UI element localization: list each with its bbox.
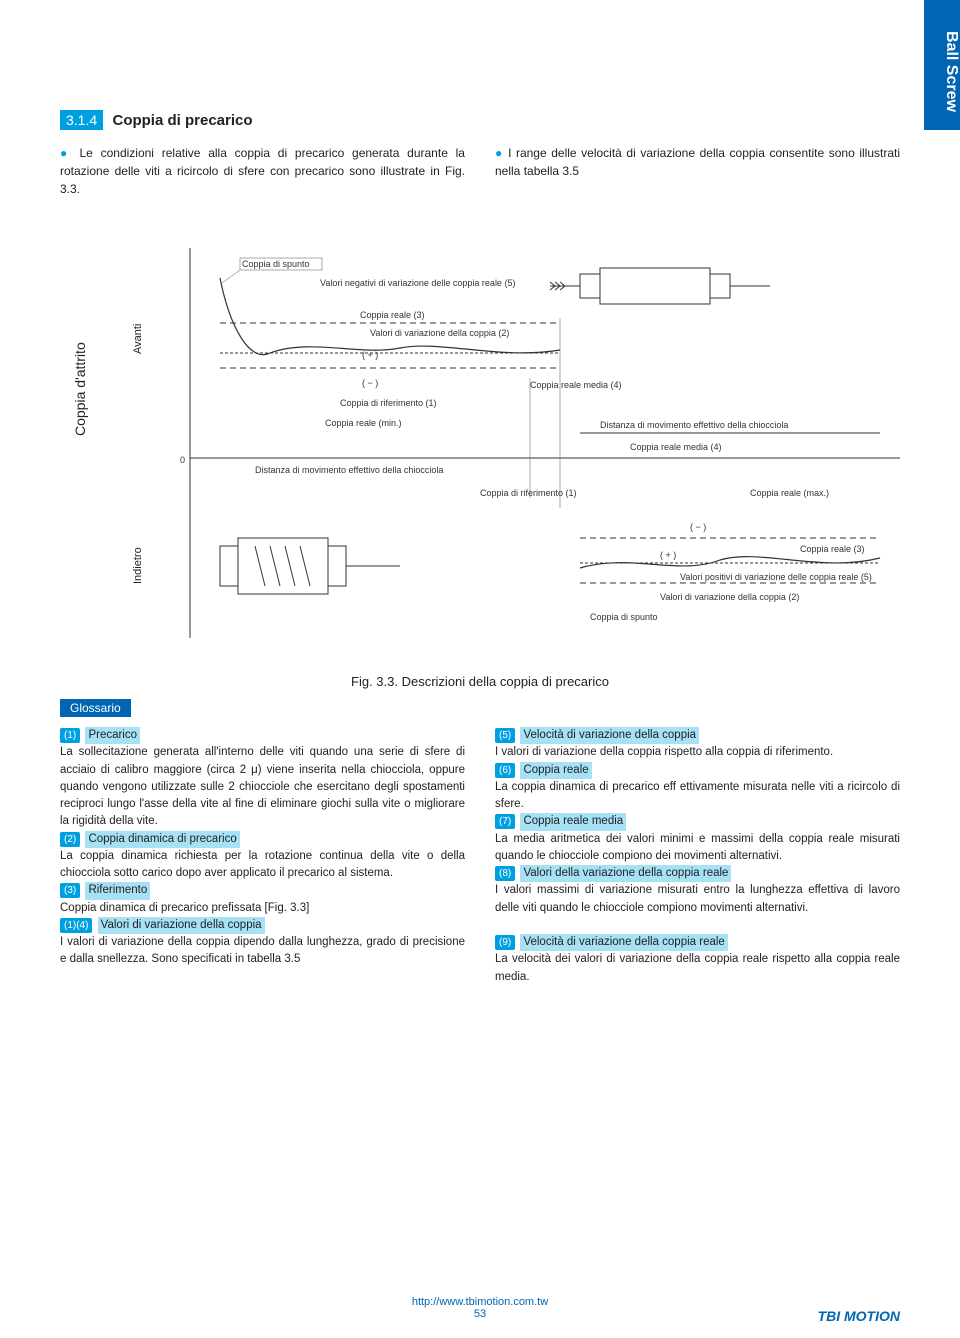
y-region-forward: Avanti — [132, 324, 144, 354]
lbl-reale3: Coppia reale (3) — [360, 310, 425, 320]
intro-right: I range delle velocità di variazione del… — [495, 144, 900, 198]
g5-title: Velocità di variazione della coppia — [520, 727, 699, 744]
footer-brand: TBI MOTION — [818, 1308, 900, 1324]
page-content: 3.1.4 Coppia di precarico Le condizioni … — [0, 0, 960, 986]
g8-num: (8) — [495, 866, 515, 881]
glossary-columns: (1) Precarico La sollecitazione generata… — [60, 727, 900, 986]
lbl-media2: Coppia reale media (4) — [630, 442, 722, 452]
g6-num: (6) — [495, 763, 515, 778]
y-axis-label: Coppia d'attrito — [72, 342, 88, 436]
g3-title: Riferimento — [85, 882, 150, 899]
torque-chart: Coppia d'attrito Avanti Indietro 0 — [60, 228, 900, 658]
g8-title: Valori della variazione della coppia rea… — [520, 865, 731, 882]
footer-page: 53 — [474, 1308, 486, 1320]
g1-num: (1) — [60, 728, 80, 743]
lbl-distanza: Distanza di movimento effettivo della ch… — [255, 465, 443, 475]
intro-left: Le condizioni relative alla coppia di pr… — [60, 144, 465, 198]
lbl-spunto2: Coppia di spunto — [590, 612, 658, 622]
g3-body: Coppia dinamica di precarico prefissata … — [60, 902, 309, 914]
g7-title: Coppia reale media — [520, 813, 626, 830]
section-number: 3.1.4 — [60, 110, 103, 130]
g4-title: Valori di variazione della coppia — [98, 917, 265, 934]
intro-row: Le condizioni relative alla coppia di pr… — [60, 144, 900, 198]
svg-text:( − ): ( − ) — [690, 522, 706, 532]
y-region-backward: Indietro — [132, 547, 144, 584]
g9-title: Velocità di variazione della coppia real… — [520, 934, 727, 951]
lbl-realemin: Coppia reale (min.) — [325, 418, 402, 428]
lbl-rif1b: Coppia di riferimento (1) — [480, 488, 577, 498]
lbl-varcoppia2: Valori di variazione della coppia (2) — [660, 592, 799, 602]
g2-body: La coppia dinamica richiesta per la rota… — [60, 850, 465, 879]
side-tab: Ball Screw — [924, 0, 960, 130]
chart-svg: 0 Coppia di spunto Valori negativi di va… — [160, 228, 920, 658]
g6-title: Coppia reale — [520, 762, 591, 779]
section-title: Coppia di precarico — [112, 112, 252, 129]
g4-body: I valori di variazione della coppia dipe… — [60, 936, 465, 965]
svg-text:( + ): ( + ) — [362, 350, 378, 360]
svg-text:0: 0 — [180, 455, 185, 465]
g4-num: (1)(4) — [60, 918, 92, 933]
figure-caption: Fig. 3.3. Descrizioni della coppia di pr… — [60, 674, 900, 689]
glossary-left: (1) Precarico La sollecitazione generata… — [60, 727, 465, 986]
g9-body: La velocità dei valori di variazione del… — [495, 953, 900, 982]
svg-text:( + ): ( + ) — [660, 550, 676, 560]
lbl-spunto: Coppia di spunto — [242, 259, 310, 269]
g6-body: La coppia dinamica di precarico eff etti… — [495, 781, 900, 810]
g1-body: La sollecitazione generata all'interno d… — [60, 746, 465, 827]
lbl-negvar: Valori negativi di variazione delle copp… — [320, 278, 515, 288]
lbl-mediarif: Coppia reale media (4) — [530, 380, 622, 390]
footer-url: http://www.tbimotion.com.tw — [412, 1296, 548, 1308]
svg-text:( − ): ( − ) — [362, 378, 378, 388]
g3-num: (3) — [60, 883, 80, 898]
section-header: 3.1.4 Coppia di precarico — [60, 110, 900, 130]
lbl-varcoppia: Valori di variazione della coppia (2) — [370, 328, 509, 338]
page-footer: http://www.tbimotion.com.tw 53 TBI MOTIO… — [0, 1296, 960, 1320]
g2-num: (2) — [60, 832, 80, 847]
glossary-right: (5) Velocità di variazione della coppia … — [495, 727, 900, 986]
lbl-reale3b: Coppia reale (3) — [800, 544, 865, 554]
g1-title: Precarico — [85, 727, 140, 744]
g9-num: (9) — [495, 935, 515, 950]
g5-num: (5) — [495, 728, 515, 743]
g5-body: I valori di variazione della coppia risp… — [495, 746, 833, 758]
g2-title: Coppia dinamica di precarico — [85, 831, 239, 848]
g7-body: La media aritmetica dei valori minimi e … — [495, 833, 900, 862]
lbl-max: Coppia reale (max.) — [750, 488, 829, 498]
g8-body: I valori massimi di variazione misurati … — [495, 884, 900, 913]
glossary-header: Glossario — [60, 699, 131, 717]
g7-num: (7) — [495, 814, 515, 829]
lbl-posvar: Valori positivi di variazione delle copp… — [680, 572, 872, 582]
lbl-distanza2: Distanza di movimento effettivo della ch… — [600, 420, 788, 430]
lbl-rif1: Coppia di riferimento (1) — [340, 398, 437, 408]
